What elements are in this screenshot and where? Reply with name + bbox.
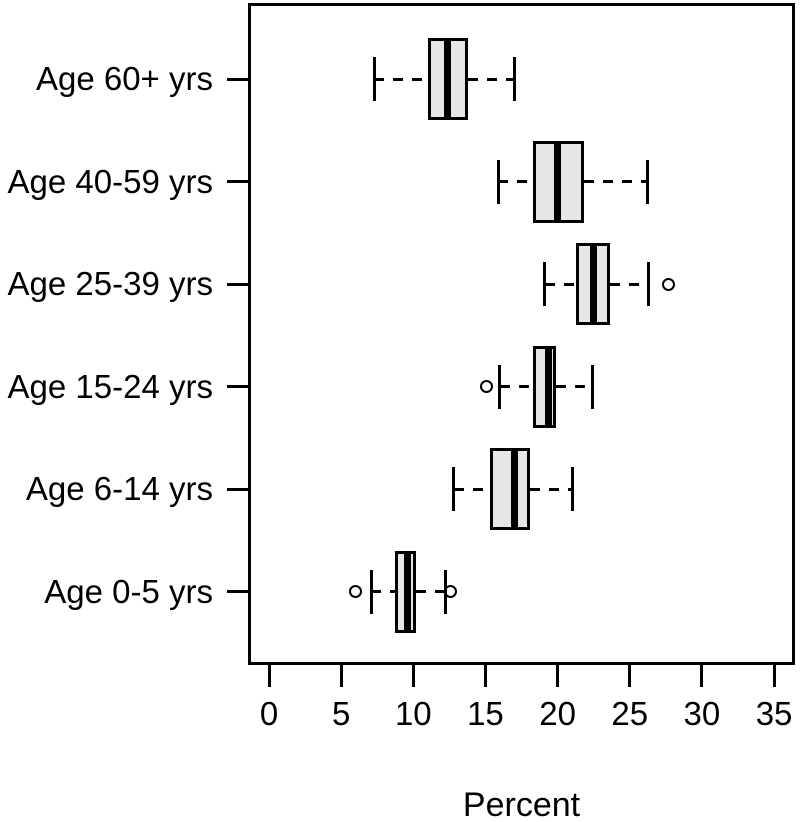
whisker-cap-high [512,57,516,101]
x-tick-label: 25 [611,695,649,732]
whisker-line-low [498,180,534,183]
whisker-line-high [530,487,573,491]
x-tick-label: 5 [331,695,351,732]
whisker-cap-low [372,57,376,101]
y-category-label: Age 60+ yrs [35,60,213,97]
x-tick-label: 10 [394,695,432,732]
x-axis-tick [267,665,271,687]
whisker-line-low [374,77,428,81]
x-tick-label: 0 [259,695,279,732]
x-tick-label: 20 [539,695,576,732]
x-tick-label: 15 [467,695,504,732]
median-line [590,243,598,325]
whisker-cap-high [645,159,649,204]
plot-area [227,3,795,665]
whisker-cap-low [496,159,500,204]
whisker-line-low [499,385,534,388]
iqr-box [489,448,531,530]
whisker-line-low [371,590,395,593]
whisker-line-high [556,385,593,388]
x-axis-tick [411,665,415,687]
y-category-label: Age 15-24 yrs [7,367,213,405]
outlier-point [662,277,676,291]
y-category-label: Age 40-59 yrs [7,162,213,200]
y-category-label: Age 0-5 yrs [44,572,213,610]
y-category-label: Age 6-14 yrs [25,470,213,507]
whisker-line-high [609,282,649,286]
outlier-point [480,380,494,393]
whisker-line-high [468,77,515,81]
whisker-cap-high [647,262,650,306]
whisker-cap-low [498,364,502,409]
whisker-line-high [416,590,446,593]
x-axis-title: Percent [462,786,581,822]
x-axis-tick [483,665,487,687]
x-tick-label: 30 [683,695,721,732]
y-axis-tick [227,590,248,593]
median-line [510,448,518,530]
y-axis-tick [227,487,248,491]
y-axis-tick [227,385,248,388]
whisker-line-low [453,487,490,491]
whisker-cap-low [369,569,373,614]
plot-border [248,3,795,665]
x-axis-tick [628,665,632,687]
whisker-cap-low [543,262,547,306]
x-tick-label: 35 [755,695,793,732]
median-line [404,550,412,633]
median-line [545,345,553,428]
whisker-line-low [544,282,577,286]
y-axis-tick [227,180,248,183]
y-axis-tick [227,282,248,286]
x-axis-tick [700,665,704,687]
outlier-point [349,585,363,598]
y-category-label: Age 25-39 yrs [7,265,213,302]
whisker-cap-low [452,467,456,511]
outlier-point [444,585,458,598]
y-axis-tick [227,77,248,81]
x-axis-tick [339,665,343,687]
x-axis-tick [556,665,560,687]
whisker-cap-high [590,364,594,409]
median-line [554,140,562,223]
whisker-cap-high [570,467,574,511]
whisker-line-high [583,180,648,183]
x-axis-tick [772,665,776,687]
median-line [444,38,452,120]
